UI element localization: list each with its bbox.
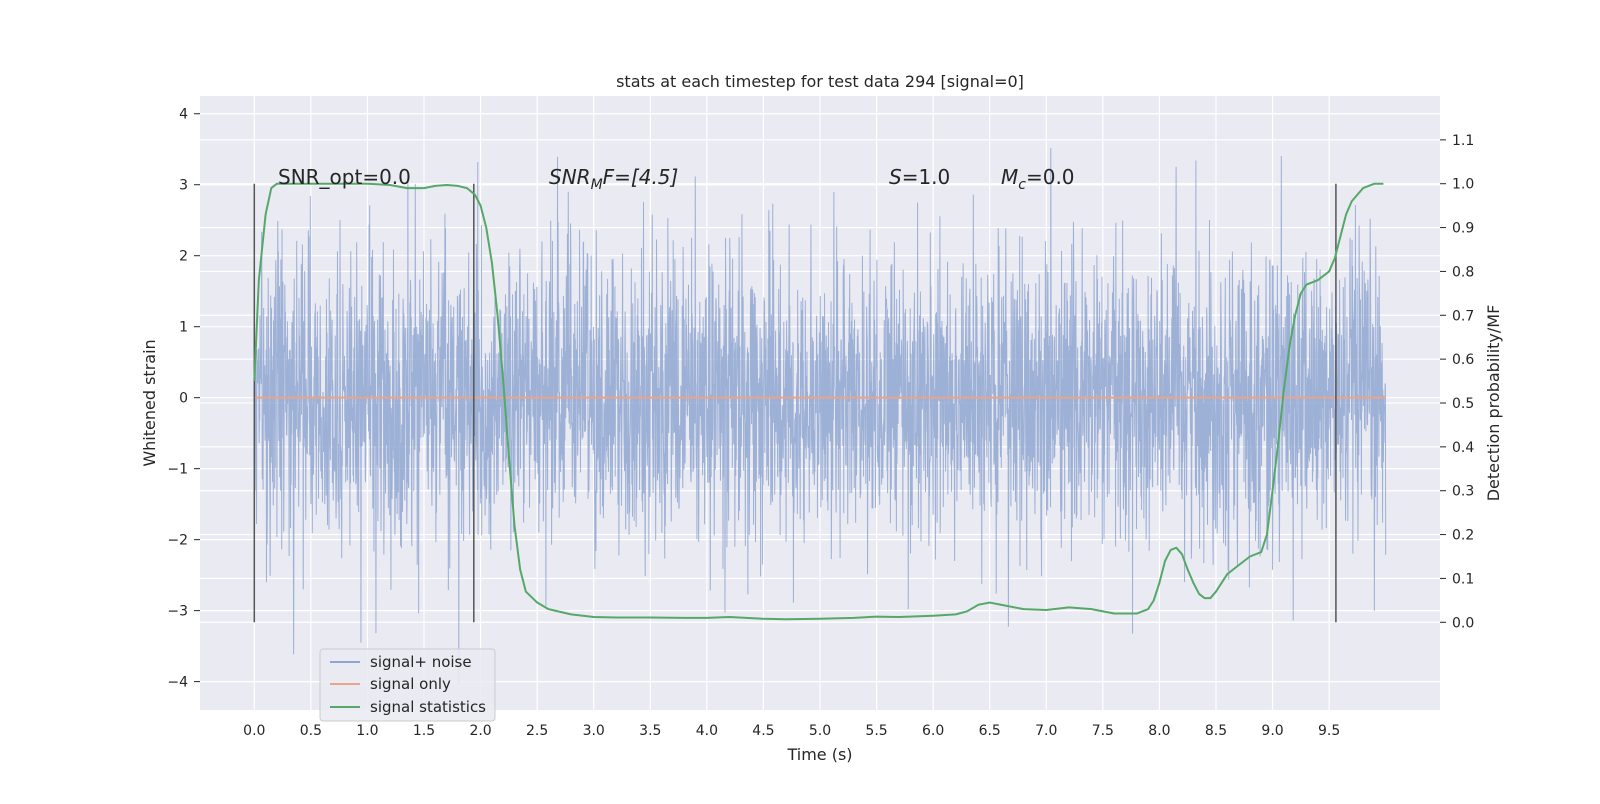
left-y-tick-labels: 4 3 2 1 0 −1 −2 −3 −4	[167, 107, 200, 691]
x-tick-label: 2.5	[526, 723, 548, 739]
legend-label-statistics: signal statistics	[370, 698, 486, 716]
legend-box	[319, 648, 496, 722]
snr-mf-sub: M	[591, 177, 603, 193]
x-tick-label: 5.0	[809, 723, 831, 739]
x-tick-label: 1.0	[356, 723, 378, 739]
signal-noise-series	[253, 148, 1387, 684]
x-tick-label: 9.0	[1261, 723, 1283, 739]
left-y-tick-label: −1	[167, 462, 188, 478]
x-tick-label: 2.0	[469, 723, 491, 739]
s-annotation: S=1.0	[889, 165, 950, 189]
signal-statistics-line	[253, 182, 1384, 621]
left-y-tick-label: −3	[167, 604, 188, 620]
right-y-tick-label: 0.5	[1452, 396, 1474, 412]
s-var: S	[889, 165, 902, 189]
snr-mf-annotation: SNRMF=[4.5]	[549, 165, 678, 193]
right-y-tick-label: 0.3	[1452, 484, 1474, 500]
legend-label-noise: signal+ noise	[370, 653, 472, 671]
signal-noise-line	[253, 148, 1387, 684]
right-y-tick-label: 0.0	[1452, 615, 1474, 631]
x-tick-label: 4.5	[752, 723, 774, 739]
right-y-tick-label: 0.2	[1452, 528, 1474, 544]
x-tick-label: 0.0	[243, 723, 265, 739]
chart-title: stats at each timestep for test data 294…	[616, 72, 1024, 91]
x-tick-label: 3.0	[583, 723, 605, 739]
left-y-tick-label: 1	[179, 320, 188, 336]
s-val: =1.0	[902, 165, 951, 189]
right-y-tick-label: 0.7	[1452, 308, 1474, 324]
mc-var: M	[1001, 165, 1018, 189]
snr-mf-base: SNR	[549, 165, 591, 189]
x-axis-label: Time (s)	[786, 745, 852, 764]
x-tick-label: 9.5	[1318, 723, 1340, 739]
left-y-tick-label: 3	[179, 178, 188, 194]
x-tick-label: 4.0	[696, 723, 718, 739]
x-tick-label: 8.0	[1148, 723, 1170, 739]
left-y-axis-label: Whitened strain	[140, 339, 159, 466]
x-tick-label: 3.5	[639, 723, 661, 739]
x-tick-label: 7.0	[1035, 723, 1057, 739]
signal-statistics-series	[253, 182, 1384, 621]
legend-label-signal-only: signal only	[370, 675, 451, 693]
left-y-tick-label: 4	[179, 107, 188, 123]
x-tick-label: 0.5	[300, 723, 322, 739]
left-y-tick-label: −2	[167, 533, 188, 549]
right-y-tick-label: 0.6	[1452, 352, 1474, 368]
x-tick-label: 5.5	[865, 723, 887, 739]
right-y-tick-label: 0.8	[1452, 264, 1474, 280]
mc-sub: c	[1018, 177, 1026, 193]
right-y-tick-label: 1.0	[1452, 177, 1474, 193]
right-y-tick-label: 0.1	[1452, 571, 1474, 587]
legend: signal+ noise signal only signal statist…	[319, 648, 496, 722]
left-y-tick-label: −4	[167, 675, 188, 691]
mc-val: =0.0	[1026, 165, 1075, 189]
x-tick-label: 7.5	[1092, 723, 1114, 739]
x-tick-label: 6.5	[979, 723, 1001, 739]
x-tick-label: 8.5	[1205, 723, 1227, 739]
x-tick-labels: 0.0 0.5 1.0 1.5 2.0 2.5 3.0 3.5 4.0 4.5 5.0 5.5 6.0 6…	[243, 723, 1340, 739]
right-y-tick-label: 0.9	[1452, 221, 1474, 237]
x-tick-label: 1.5	[413, 723, 435, 739]
left-y-tick-label: 2	[179, 249, 188, 265]
right-y-tick-labels: 0.0 0.1 0.2 0.3 0.4 0.5 0.6 0.7 0.8 0.9 1.0 1.1	[1440, 133, 1474, 631]
right-y-tick-label: 0.4	[1452, 440, 1474, 456]
left-y-tick-label: 0	[179, 391, 188, 407]
snr-opt-annotation: SNR_opt=0.0	[278, 165, 411, 189]
mc-annotation: Mc=0.0	[1001, 165, 1075, 193]
x-tick-label: 6.0	[922, 723, 944, 739]
right-y-tick-label: 1.1	[1452, 133, 1474, 149]
snr-mf-tail: F=[4.5]	[603, 165, 679, 189]
right-y-axis-label: Detection probability/MF	[1484, 305, 1503, 502]
